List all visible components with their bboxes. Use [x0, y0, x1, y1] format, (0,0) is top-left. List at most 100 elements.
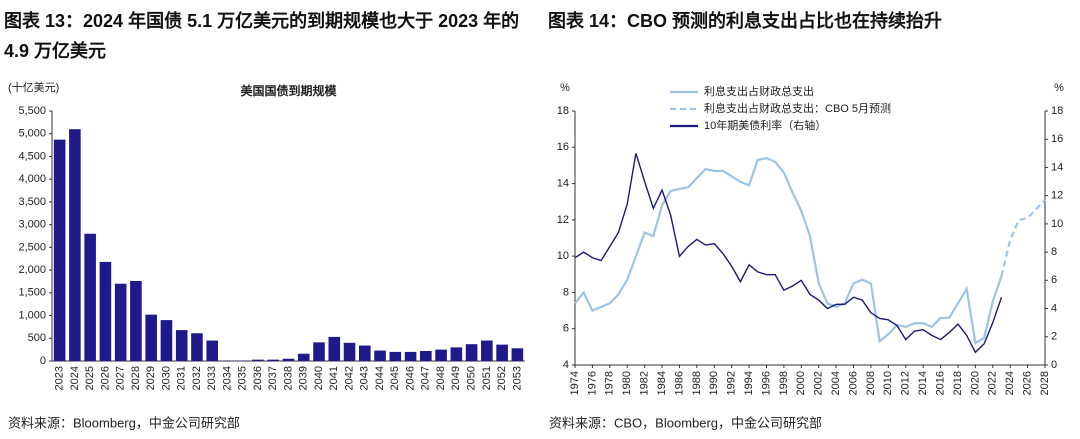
y2-tick-label: 6 [1051, 274, 1057, 286]
bar [511, 348, 524, 361]
bar [420, 351, 432, 361]
bar [130, 281, 142, 361]
y-tick-label: 12 [557, 214, 569, 226]
bar [297, 353, 310, 361]
chart-title: 图表 14：CBO 预测的利息支出占比也在持续抬升 [548, 11, 943, 31]
x-tick-label: 2004 [830, 371, 842, 395]
y2-tick-label: 16 [1051, 133, 1063, 145]
y-tick-label: 18 [557, 105, 569, 117]
y-tick-label: 5,500 [18, 105, 46, 117]
x-tick-label: 2044 [374, 366, 386, 390]
bar [53, 139, 66, 361]
x-tick-label: 1998 [778, 371, 790, 395]
x-tick-label: 2023 [54, 366, 66, 390]
bar [389, 351, 402, 361]
source-note: 资料来源：Bloomberg，中金公司研究部 [8, 415, 240, 430]
bar [328, 336, 341, 361]
x-tick-label: 2012 [900, 371, 912, 395]
y-tick-label: 14 [557, 177, 569, 189]
x-tick-label: 2029 [145, 366, 157, 390]
x-tick-label: 2014 [917, 371, 929, 395]
y2-tick-label: 14 [1051, 161, 1063, 173]
x-tick-label: 2036 [252, 366, 264, 390]
y-tick-label: 2,500 [18, 241, 46, 253]
x-tick-label: 2033 [206, 366, 218, 390]
x-tick-label: 2000 [795, 371, 807, 395]
y-tick-label: 5,000 [18, 128, 46, 140]
x-tick-label: 2028 [1039, 371, 1051, 395]
x-tick-label: 2028 [130, 366, 142, 390]
x-tick-label: 2041 [328, 366, 340, 390]
x-tick-label: 2040 [313, 366, 325, 390]
x-tick-label: 2032 [191, 366, 203, 390]
x-tick-label: 2025 [84, 366, 96, 390]
x-tick-label: 2024 [69, 366, 81, 390]
y2-tick-label: 12 [1051, 190, 1063, 202]
bar [99, 261, 112, 361]
bar [160, 320, 173, 361]
x-tick-label: 2046 [404, 366, 416, 390]
bar [450, 347, 463, 361]
x-tick-label: 2049 [450, 366, 462, 390]
x-tick-label: 1996 [760, 371, 772, 395]
bar [282, 358, 295, 361]
x-tick-label: 2039 [298, 366, 310, 390]
x-tick-label: 2037 [267, 366, 279, 390]
series-line [1000, 199, 1046, 277]
bar [343, 342, 356, 361]
bar [114, 283, 127, 361]
x-tick-label: 1974 [569, 371, 581, 395]
bar [252, 359, 264, 361]
y-axis-label: % [560, 82, 570, 94]
x-tick-label: 1978 [604, 371, 616, 395]
x-tick-label: 2048 [435, 366, 447, 390]
y2-tick-label: 2 [1051, 331, 1057, 343]
y-tick-label: 3,000 [18, 219, 46, 231]
bar [465, 344, 478, 361]
y-tick-label: 10 [557, 250, 569, 262]
x-tick-label: 2026 [1021, 371, 1033, 395]
legend-label: 利息支出占财政总支出：CBO 5月预测 [704, 101, 891, 115]
x-tick-label: 1984 [656, 371, 668, 395]
x-tick-label: 2035 [237, 366, 249, 390]
bar [313, 342, 325, 361]
series-line [574, 153, 1003, 354]
bar [206, 340, 219, 361]
x-tick-label: 2042 [343, 366, 355, 390]
bar [496, 344, 508, 361]
bar [404, 351, 417, 361]
x-tick-label: 2026 [99, 366, 111, 390]
series-line [574, 157, 1003, 346]
y-tick-label: 2,000 [18, 264, 46, 276]
x-tick-label: 2051 [481, 366, 493, 390]
x-tick-label: 2047 [420, 366, 432, 390]
subtitle: 美国国债到期规模 [240, 83, 337, 98]
y-tick-label: 4,500 [18, 150, 46, 162]
x-tick-label: 1988 [691, 371, 703, 395]
y-tick-label: 500 [28, 332, 46, 344]
y-tick-label: 1,500 [18, 287, 46, 299]
source-note: 资料来源：CBO，Bloomberg，中金公司研究部 [549, 415, 822, 430]
x-tick-label: 1992 [726, 371, 738, 395]
x-tick-label: 1994 [743, 371, 755, 395]
x-tick-label: 2008 [865, 371, 877, 395]
y-tick-label: 4,000 [18, 173, 46, 185]
x-tick-label: 2020 [969, 371, 981, 395]
y-tick-label: 4 [563, 359, 569, 371]
x-tick-label: 1986 [673, 371, 685, 395]
bar [175, 330, 188, 361]
bar [481, 340, 493, 361]
chart-title: 图表 13：2024 年国债 5.1 万亿美元的到期规模也大于 2023 年的 … [4, 11, 520, 61]
y-tick-label: 16 [557, 141, 569, 153]
bar [435, 349, 447, 361]
y-axis-label: (十亿美元) [8, 80, 59, 94]
x-tick-label: 2050 [466, 366, 478, 390]
bar [191, 333, 203, 361]
x-tick-label: 2053 [511, 366, 523, 390]
x-tick-label: 2010 [882, 371, 894, 395]
x-tick-label: 2038 [282, 366, 294, 390]
y2-tick-label: 0 [1051, 359, 1057, 371]
bar [69, 129, 81, 361]
x-tick-label: 2052 [496, 366, 508, 390]
